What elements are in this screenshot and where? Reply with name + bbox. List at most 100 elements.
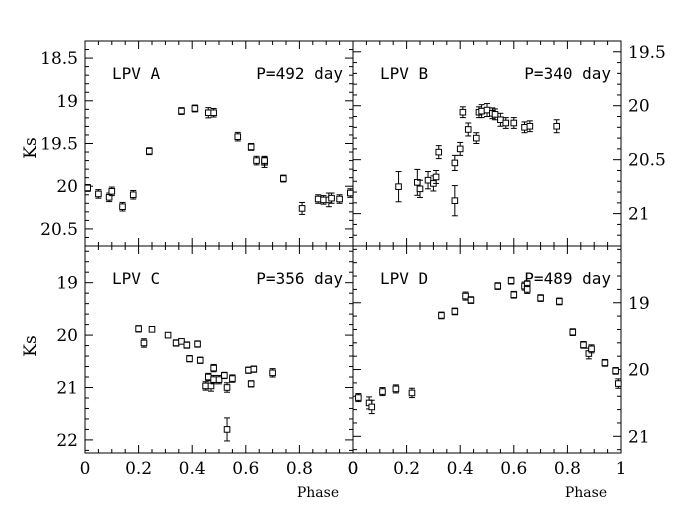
marker-square bbox=[612, 367, 619, 375]
data-point bbox=[250, 365, 258, 373]
y-tick-label: 22 bbox=[56, 431, 78, 451]
y-tick-label: 19 bbox=[56, 274, 78, 294]
data-point bbox=[247, 380, 255, 388]
marker-square bbox=[424, 176, 432, 184]
data-point bbox=[416, 179, 424, 198]
data-point bbox=[146, 147, 153, 156]
panel-period-label: P=489 day bbox=[524, 269, 611, 288]
marker-square bbox=[207, 382, 215, 390]
data-point bbox=[580, 340, 587, 349]
marker-square bbox=[467, 296, 475, 304]
y-tick-label: 19 bbox=[628, 294, 650, 314]
panel-top-left: 18.5 19 19.5 20 20.5 LPV A P=492 day bbox=[40, 40, 354, 247]
data-point bbox=[523, 284, 531, 294]
data-point bbox=[148, 326, 156, 333]
x-tick-label: 0.4 bbox=[179, 459, 206, 479]
marker-square bbox=[215, 376, 223, 383]
marker-square bbox=[472, 134, 480, 142]
marker-square bbox=[245, 366, 252, 374]
marker-square bbox=[204, 109, 212, 117]
data-point bbox=[191, 104, 199, 113]
data-point bbox=[215, 374, 223, 385]
marker-square bbox=[247, 380, 255, 388]
data-point bbox=[459, 106, 467, 119]
panel-name-label: LPV B bbox=[380, 64, 428, 83]
x-tick-label: 0.4 bbox=[447, 459, 474, 479]
data-point bbox=[379, 387, 386, 397]
y-tick-label: 19 bbox=[56, 92, 78, 112]
marker-square bbox=[580, 341, 587, 349]
marker-square bbox=[194, 340, 201, 348]
data-point bbox=[298, 201, 306, 215]
data-point bbox=[84, 184, 91, 192]
data-point bbox=[204, 372, 212, 382]
marker-square bbox=[172, 339, 180, 347]
marker-square bbox=[146, 147, 153, 155]
marker-square bbox=[569, 328, 577, 336]
panel-name-label: LPV A bbox=[112, 64, 161, 83]
data-point bbox=[451, 154, 459, 171]
marker-square bbox=[269, 369, 276, 377]
data-point bbox=[178, 107, 185, 115]
marker-square bbox=[438, 312, 445, 319]
y-axis-title-top: Ks bbox=[21, 137, 41, 158]
marker-square bbox=[178, 338, 185, 345]
marker-square bbox=[178, 107, 185, 115]
data-point bbox=[435, 145, 443, 160]
marker-square bbox=[355, 394, 362, 401]
data-point bbox=[491, 108, 499, 121]
marker-square bbox=[210, 364, 217, 372]
y-tick-label: 19.5 bbox=[40, 135, 78, 155]
data-point bbox=[526, 120, 534, 133]
marker-square bbox=[210, 376, 217, 383]
y-tick-label: 20 bbox=[56, 326, 78, 346]
marker-square bbox=[459, 108, 467, 116]
marker-square bbox=[234, 133, 242, 140]
x-tick-label: 0.2 bbox=[125, 459, 152, 479]
data-point bbox=[183, 341, 191, 349]
marker-square bbox=[435, 148, 443, 156]
data-point bbox=[537, 294, 544, 302]
data-point bbox=[612, 367, 619, 375]
data-point bbox=[601, 359, 609, 367]
marker-square bbox=[451, 308, 459, 315]
panel-top-right: 19.5 20 20.5 21 LPV B P=340 day bbox=[352, 40, 666, 247]
data-point bbox=[336, 194, 343, 204]
marker-square bbox=[140, 339, 148, 347]
data-point bbox=[494, 282, 502, 290]
data-point bbox=[129, 189, 137, 200]
data-point bbox=[95, 189, 102, 199]
marker-square bbox=[478, 107, 485, 115]
y-tick-label: 21 bbox=[628, 205, 650, 225]
marker-square bbox=[510, 291, 518, 299]
y-tick-label: 21 bbox=[56, 378, 78, 398]
marker-square bbox=[451, 159, 459, 167]
data-point bbox=[510, 290, 518, 299]
data-point bbox=[223, 417, 231, 442]
data-point bbox=[196, 356, 204, 364]
data-point bbox=[186, 355, 193, 363]
marker-square bbox=[392, 385, 400, 393]
data-point bbox=[253, 155, 260, 166]
panel-name-label: LPV D bbox=[380, 269, 428, 288]
data-point bbox=[408, 387, 416, 399]
marker-square bbox=[521, 124, 528, 131]
x-tick-label: 0.6 bbox=[500, 459, 527, 479]
data-point bbox=[172, 339, 180, 347]
data-point bbox=[438, 311, 445, 320]
marker-square bbox=[483, 106, 491, 114]
panel-period-label: P=356 day bbox=[256, 269, 343, 288]
x-tick-label: 0.8 bbox=[286, 459, 313, 479]
data-point bbox=[229, 374, 236, 383]
data-point bbox=[355, 393, 362, 403]
marker-square bbox=[108, 188, 116, 195]
data-point bbox=[451, 185, 459, 217]
marker-square bbox=[456, 145, 464, 153]
marker-square bbox=[314, 195, 322, 203]
marker-square bbox=[119, 203, 126, 211]
panel-name-label: LPV C bbox=[112, 269, 160, 288]
data-point bbox=[108, 186, 116, 197]
x-axis-title: Phase bbox=[297, 485, 339, 501]
marker-square bbox=[204, 373, 212, 381]
data-point bbox=[210, 107, 217, 118]
